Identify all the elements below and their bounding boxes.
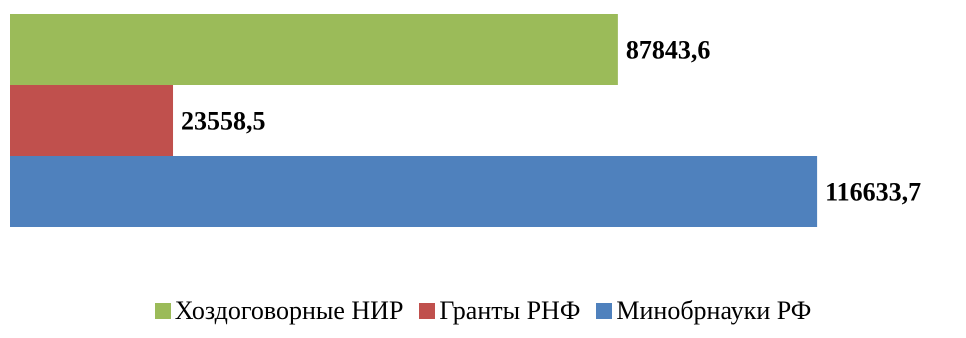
legend-label-minobrnauki: Минобрнауки РФ [616, 296, 812, 325]
legend-item-minobrnauki: Минобрнауки РФ [596, 296, 811, 326]
legend-swatch-granty-rnf [419, 303, 436, 319]
legend-label-hozdogovornye: Хоздоговорные НИР [174, 296, 404, 325]
legend-item-hozdogovornye: Хоздоговорные НИР [154, 296, 404, 326]
data-label-hozdogovornye: 87843,6 [626, 36, 711, 65]
data-label-minobrnauki: 116633,7 [825, 178, 921, 207]
bar-hozdogovornye [10, 14, 618, 85]
bar-minobrnauki [10, 156, 818, 227]
bar-granty-rnf [10, 85, 174, 156]
legend-swatch-minobrnauki [596, 303, 613, 319]
legend-item-granty-rnf: Гранты РНФ [419, 296, 580, 326]
legend: Хоздоговорные НИР Гранты РНФ Минобрнауки… [0, 296, 966, 326]
data-label-granty-rnf: 23558,5 [181, 107, 266, 136]
legend-swatch-hozdogovornye [154, 303, 171, 319]
legend-label-granty-rnf: Гранты РНФ [439, 296, 581, 325]
